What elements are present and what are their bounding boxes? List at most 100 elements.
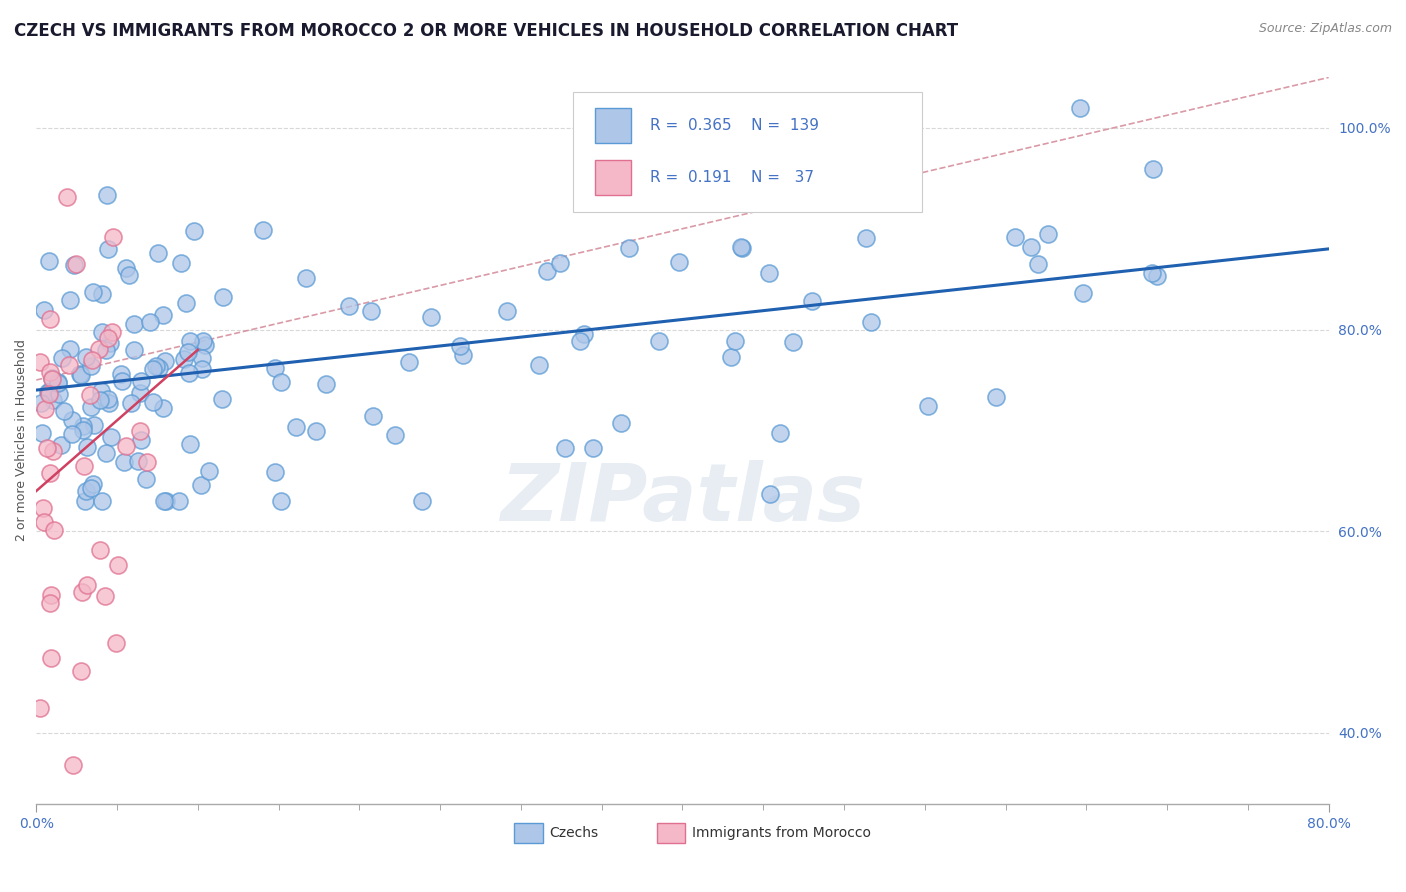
Point [153,354,176,368]
Y-axis label: 2 or more Vehicles in Household: 2 or more Vehicles in Household [15,340,28,541]
Point [83,417,105,432]
Point [39,596,62,610]
Point [76,577,98,591]
Point [110,374,132,388]
Point [89,543,111,558]
Point [127,454,149,468]
Point [62,259,84,273]
Point [32,303,55,318]
Point [129,386,152,401]
Point [80,482,103,496]
Point [179,334,201,349]
Point [128,424,150,438]
Point [411,494,433,508]
Point [41,371,63,385]
Point [112,454,135,468]
Point [194,338,217,352]
Point [89,393,111,408]
Point [152,308,174,322]
FancyBboxPatch shape [572,92,921,211]
Point [337,299,360,313]
Bar [595,161,631,195]
Point [69,367,91,381]
Point [568,334,591,349]
Point [548,256,571,270]
Bar [595,108,631,143]
Point [100,430,122,444]
Point [48,387,70,401]
Bar [657,823,685,844]
Point [101,325,124,339]
Point [917,399,939,413]
Point [135,454,157,468]
Text: Source: ZipAtlas.com: Source: ZipAtlas.com [1258,22,1392,36]
Point [69,664,91,678]
Point [152,401,174,416]
Point [90,287,112,301]
Point [782,334,804,349]
Point [38,384,60,399]
Point [855,231,877,245]
Point [79,359,101,373]
Point [1069,101,1091,115]
Point [148,246,170,260]
Point [648,334,671,348]
Point [104,636,127,650]
Point [65,256,87,270]
Point [1142,161,1164,176]
Point [582,441,605,455]
Point [41,371,63,385]
Point [62,413,84,427]
Point [1004,230,1026,244]
Point [62,758,84,772]
Point [759,487,782,501]
Point [42,393,65,408]
Point [153,494,176,508]
Point [70,368,93,382]
Point [72,419,94,434]
Point [190,478,212,492]
Point [198,464,221,478]
Point [82,285,104,299]
Point [75,351,97,365]
Text: R =  0.191    N =   37: R = 0.191 N = 37 [650,170,814,186]
Point [124,343,146,358]
Point [419,310,441,325]
Point [120,395,142,409]
Point [264,465,287,479]
Point [60,427,83,442]
Point [177,344,200,359]
Point [51,438,73,452]
Point [82,477,104,491]
Point [96,187,118,202]
Point [32,515,55,529]
Point [191,351,214,365]
Point [97,242,120,256]
Point [98,336,121,351]
Point [37,385,59,400]
Point [110,367,132,381]
Point [723,334,745,348]
Point [263,360,285,375]
Point [117,268,139,283]
Point [51,351,73,366]
Point [46,376,69,391]
Point [758,266,780,280]
Point [39,588,62,602]
Point [58,358,80,372]
Point [73,494,96,508]
Point [142,394,165,409]
Point [155,494,177,508]
Point [252,223,274,237]
Point [39,365,62,379]
Point [32,501,55,516]
Point [91,325,114,339]
Point [103,230,125,244]
Point [38,254,60,268]
Point [305,425,328,439]
Point [75,484,97,499]
Point [90,384,112,399]
Point [398,355,420,369]
Text: Czechs: Czechs [550,826,599,840]
Point [170,256,193,270]
